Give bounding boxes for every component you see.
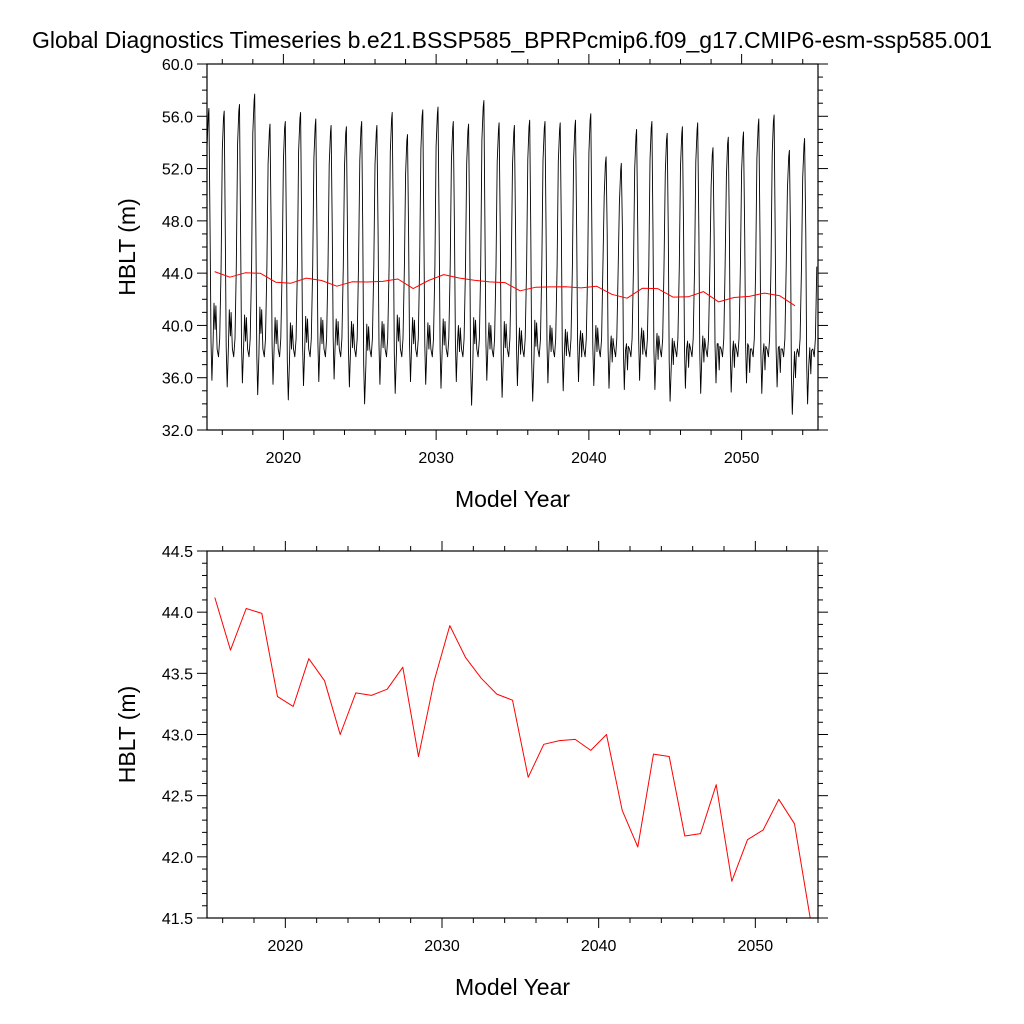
x-tick-label: 2050	[738, 938, 774, 955]
y-tick-label: 43.5	[162, 666, 193, 683]
y-tick-label: 44.0	[162, 266, 193, 283]
x-tick-label: 2020	[266, 450, 302, 467]
y-tick-label: 41.5	[162, 911, 193, 928]
top-plot-area	[207, 93, 818, 415]
x-ticks-group	[222, 541, 819, 928]
y-tick-label: 48.0	[162, 214, 193, 231]
y-tick-label: 42.0	[162, 850, 193, 867]
y-tick-label: 43.0	[162, 728, 193, 745]
top-y-axis-title: HBLT (m)	[114, 198, 140, 296]
y-ticks-group	[197, 63, 828, 431]
x-tick-label: 2030	[418, 450, 454, 467]
top-x-axis-title: Model Year	[455, 486, 570, 512]
y-ticks-group	[197, 550, 828, 919]
bottom-panel: HBLT (m) Model Year 2020 2030 2040 2050 41.5…	[114, 541, 828, 1000]
bottom-plot-area	[214, 597, 811, 918]
annual-mean-series-line	[214, 597, 811, 918]
bottom-y-axis-title: HBLT (m)	[114, 686, 140, 784]
y-tick-label: 42.5	[162, 789, 193, 806]
figure-title: Global Diagnostics Timeseries b.e21.BSSP…	[32, 27, 992, 53]
y-tick-label: 56.0	[162, 109, 193, 126]
x-tick-label: 2040	[581, 938, 617, 955]
y-tick-label: 32.0	[162, 423, 193, 440]
y-tick-label: 60.0	[162, 57, 193, 74]
x-tick-label: 2020	[268, 938, 304, 955]
bottom-x-axis-title: Model Year	[455, 974, 570, 1000]
y-tick-label: 36.0	[162, 371, 193, 388]
annual-mean-series-line	[214, 271, 796, 307]
x-tick-label: 2030	[424, 938, 460, 955]
x-tick-label: 2040	[571, 450, 607, 467]
y-tick-label: 52.0	[162, 162, 193, 179]
y-tick-label: 40.0	[162, 318, 193, 335]
x-tick-label: 2050	[724, 450, 760, 467]
top-panel: HBLT (m) Model Year 2020 2030 2040 2050 32.0…	[114, 54, 828, 512]
y-tick-label: 44.5	[162, 544, 193, 561]
monthly-series-line	[207, 93, 818, 415]
x-ticks-group	[221, 54, 804, 440]
y-tick-label: 44.0	[162, 605, 193, 622]
